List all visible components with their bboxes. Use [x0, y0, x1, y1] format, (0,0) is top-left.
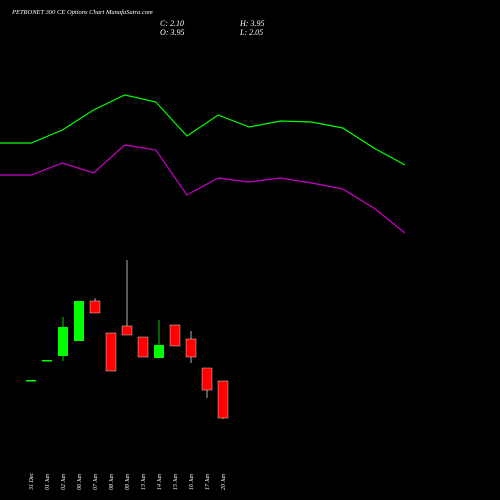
candle-body [74, 301, 84, 341]
candle-body [201, 367, 213, 391]
x-tick-label: 13 Jan [141, 474, 147, 490]
ohlc-open: O: 3.95 [160, 28, 184, 37]
candle-body [121, 325, 133, 336]
x-tick-label: 08 Jan [109, 474, 115, 490]
x-tick-label: 07 Jan [93, 474, 99, 490]
line-series [0, 144, 406, 234]
x-tick-label: 14 Jan [156, 474, 163, 490]
candle-body [217, 380, 229, 419]
x-tick-label: 16 Jan [189, 474, 195, 490]
candle-body [105, 332, 117, 372]
x-tick-label: 31 Dec [29, 473, 35, 491]
candle-body [89, 300, 101, 314]
candle-body [154, 345, 164, 358]
line-series [0, 94, 406, 166]
x-tick-label: 17 Jan [205, 474, 211, 490]
candle-body [185, 338, 197, 358]
candle-body [169, 324, 181, 347]
x-tick-label: 20 Jan [221, 474, 227, 490]
ohlc-low: L: 2.05 [239, 28, 263, 37]
candle-body [26, 380, 36, 382]
ohlc-high: H: 3.95 [239, 19, 264, 28]
x-tick-label: 02 Jan [61, 474, 67, 490]
candle-body [42, 360, 52, 362]
x-tick-label: 15 Jan [173, 474, 179, 490]
x-tick-label: 09 Jan [125, 474, 131, 490]
candle-body [137, 336, 149, 358]
chart-title: PETRONET 300 CE Options Chart MunafaSutr… [11, 9, 153, 16]
ohlc-close: C: 2.10 [160, 19, 184, 28]
x-tick-label: 06 Jan [77, 474, 83, 490]
x-tick-label: 01 Jan [45, 474, 51, 490]
candle-body [58, 327, 68, 356]
